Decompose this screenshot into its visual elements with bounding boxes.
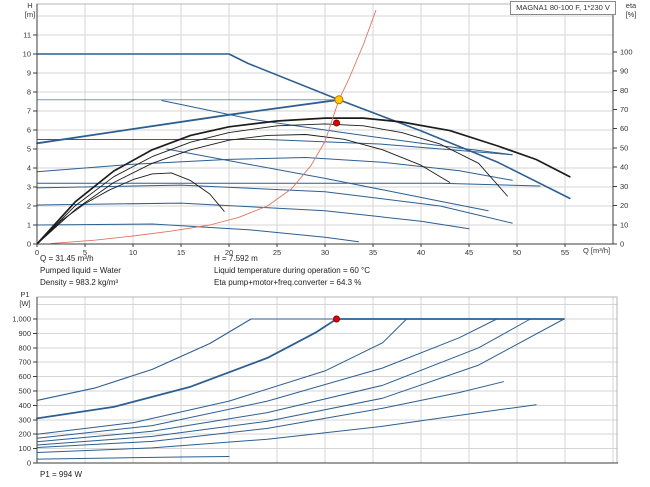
y2-tick-label: 0 [620,240,624,249]
curve-p1-min [36,456,230,460]
y-tick-label: 300 [18,415,31,424]
y2-tick-label: 50 [620,143,628,152]
y-tick-label: 11 [23,30,31,39]
x-tick-label: 15 [177,248,185,257]
x-tick-label: 25 [273,248,281,257]
curve-p1-c7 [36,381,504,448]
y-tick-label: 0 [27,459,31,468]
curve-p1-c8 [36,404,537,453]
curve-eta-2 [36,123,508,245]
y2-tick-label: 100 [620,47,633,56]
curve-p1-c5 [36,318,565,443]
curve-qh-a [36,139,513,156]
info-pumped-liquid: Pumped liquid = Water [40,266,121,275]
curve-qh-c [36,182,541,187]
x-tick-label: 10 [129,248,137,257]
pump-title-box: MAGNA1 80-100 F, 1*230 V [510,1,616,15]
x-tick-label: 45 [465,248,473,257]
info-head: H = 7.592 m [214,254,258,263]
y-tick-label: 1 [27,220,31,229]
y-tick-label: 2 [27,201,31,210]
y-tick-label: 4 [27,163,31,172]
y-tick-label: 200 [18,430,31,439]
q-axis-label: Q [m³/h] [583,246,611,255]
h-axis-label-symbol: H [27,1,33,10]
y2-tick-label: 70 [620,105,628,114]
y2-tick-label: 30 [620,182,628,191]
y-tick-label: 600 [18,372,31,381]
curve-qh-d [36,184,513,224]
y-tick-label: 800 [18,343,31,352]
p1-axis-label: P1 [W] [12,290,38,308]
power-chart: 0 100 200 300 400 500 600 700 800 900 1,000 [12,296,618,468]
qh-eta-chart: 0 5 10 15 20 25 30 35 40 45 50 55012345678910110102… [23,3,633,257]
x-tick-label: 40 [417,248,425,257]
curve-qh-e [36,202,470,230]
y-tick-label: 500 [18,387,31,396]
y-tick-label: 100 [18,444,31,453]
info-power-value: P1 = 994 W [40,470,83,479]
y-tick-label: 700 [18,358,31,367]
h-axis-label-unit: [m] [24,10,36,19]
x-tick-label: 55 [561,248,569,257]
y-tick-label: 10 [23,49,31,58]
p1-axis-label-unit: [W] [19,299,31,308]
curve-control-curve [36,98,340,145]
marker-p1-point [333,315,341,323]
curve-qh-g [166,148,489,212]
y2-tick-label: 80 [620,86,628,95]
y2-tick-label: 10 [620,220,628,229]
info-density: Density = 983.2 kg/m³ [40,278,119,287]
y-tick-label: 3 [27,182,31,191]
y-tick-label: 900 [18,329,31,338]
curve-p1-c3 [36,318,565,435]
curve-p1-max [36,318,565,401]
curve-qh-b [36,157,513,181]
x-tick-label: 35 [369,248,377,257]
y-tick-label: 0 [27,240,31,249]
eta-axis-label-symbol: eta [625,1,637,10]
y2-tick-label: 90 [620,67,628,76]
y-tick-label: 1,000 [12,315,31,324]
y2-tick-label: 20 [620,201,628,210]
curve-p1-c4 [36,318,565,439]
curve-qh-min [36,223,360,243]
eta-axis-label-unit: [%] [625,10,637,19]
p1-axis-label-symbol: P1 [20,290,30,299]
y2-tick-label: 60 [620,124,628,133]
x-tick-label: 0 [35,248,39,257]
x-tick-label: 5 [83,248,87,257]
curve-eta-min [36,172,225,245]
y-tick-label: 400 [18,401,31,410]
marker-eta-point [333,119,341,127]
marker-duty-point [334,95,344,105]
x-tick-label: 20 [225,248,233,257]
curve-qh-f [161,100,513,156]
curve-eta-max [36,117,571,245]
y-tick-label: 6 [27,125,31,134]
eta-axis-label: eta [%] [617,1,645,19]
y-tick-label: 7 [27,106,31,115]
info-eta-total: Eta pump+motor+freq.converter = 64.3 % [214,278,362,287]
curve-system-curve [50,9,377,244]
x-tick-label: 30 [321,248,329,257]
y-tick-label: 5 [27,144,31,153]
info-flow: Q = 31.45 m³/h [40,254,94,263]
info-liquid-temperature: Liquid temperature during operation = 60… [214,266,370,275]
curve-eta-3 [36,134,451,245]
h-axis-label: H [m] [18,1,42,19]
y-tick-label: 8 [27,87,31,96]
curve-p1-c6 [36,318,565,446]
x-tick-label: 50 [513,248,521,257]
y-tick-label: 9 [27,68,31,77]
y2-tick-label: 40 [620,163,628,172]
